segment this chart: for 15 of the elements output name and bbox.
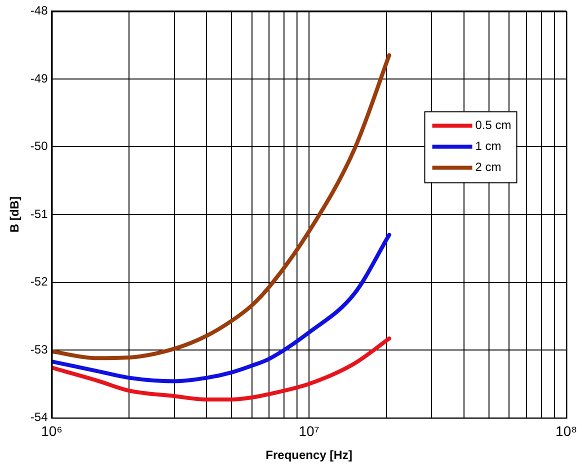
x-tick-label: 10⁶: [41, 423, 62, 440]
y-axis-title: B [dB]: [8, 196, 22, 232]
legend-label: 2 cm: [475, 160, 502, 174]
legend-label: 1 cm: [475, 139, 502, 154]
x-tick-label: 10⁷: [298, 423, 320, 440]
y-tick-label: -53: [30, 342, 48, 356]
x-axis-title: Frequency [Hz]: [266, 448, 352, 462]
x-tick-label: 10⁸: [556, 423, 578, 440]
y-tick-label: -51: [30, 206, 48, 221]
y-tick-label: -50: [30, 139, 48, 154]
legend-label: 0.5 cm: [475, 118, 512, 132]
y-tick-label: -48: [30, 4, 48, 18]
y-tick-label: -52: [30, 274, 48, 289]
y-tick-label: -54: [30, 410, 48, 424]
y-tick-label: -49: [30, 71, 48, 86]
